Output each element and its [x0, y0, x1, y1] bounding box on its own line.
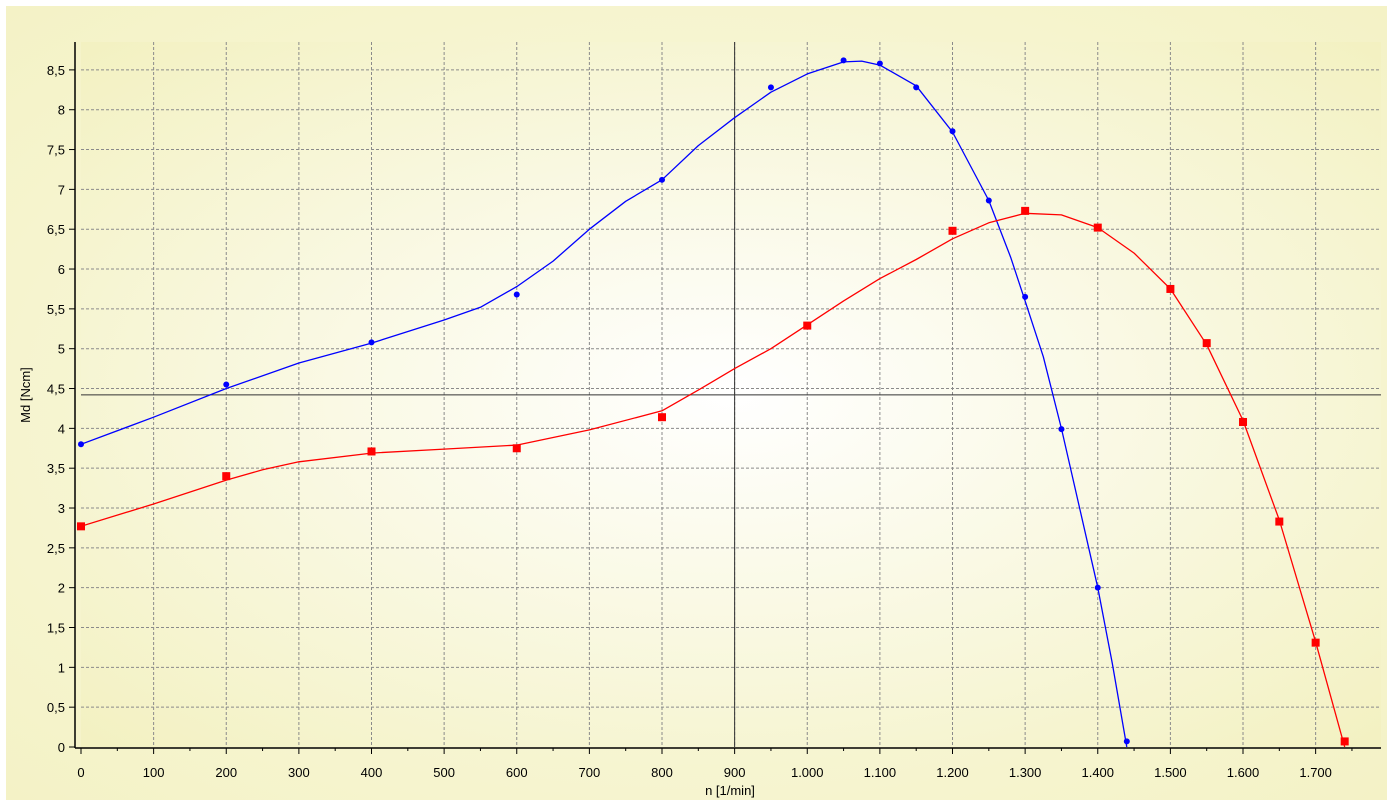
- y-tick-label: 3,5: [47, 461, 65, 476]
- y-tick-label: 0: [58, 740, 65, 755]
- x-tick-label: 100: [143, 765, 165, 780]
- series-1-point: [985, 197, 992, 204]
- y-tick-label: 1,5: [47, 621, 65, 636]
- series-2-line: [81, 212, 1346, 747]
- x-tick-label: 500: [433, 765, 455, 780]
- series-1-point: [949, 128, 956, 135]
- y-tick-label: 4,5: [47, 382, 65, 397]
- series-2-point: [658, 413, 667, 422]
- y-tick-label: 2: [58, 581, 65, 596]
- y-tick-label: 6,5: [47, 222, 65, 237]
- series-1-point: [78, 441, 84, 448]
- series-1-point: [840, 57, 847, 64]
- y-tick-label: 3: [58, 501, 65, 516]
- crosshair: [81, 42, 1381, 747]
- y-tick-label: 1: [58, 660, 65, 675]
- series-1-line: [81, 60, 1128, 747]
- series-1-point: [1022, 293, 1029, 300]
- series-2-point: [803, 321, 812, 330]
- series-1-point: [659, 176, 666, 183]
- x-tick-label: 800: [651, 765, 673, 780]
- x-tick-label: 1.500: [1154, 765, 1187, 780]
- x-tick-label: 200: [215, 765, 237, 780]
- axes: [74, 42, 1381, 749]
- series-2-point: [1021, 206, 1030, 215]
- series-1-point: [513, 291, 520, 298]
- series-2-point: [1239, 417, 1248, 426]
- series-2-point: [1202, 339, 1211, 348]
- y-tick-label: 2,5: [47, 541, 65, 556]
- series-2-point: [77, 522, 85, 531]
- x-tick-label: 0: [77, 765, 84, 780]
- y-tick-label: 4: [58, 421, 65, 436]
- series-layer: [81, 60, 1346, 747]
- series-2-point: [1340, 737, 1349, 746]
- y-tick-label: 5: [58, 342, 65, 357]
- x-tick-label: 1.000: [791, 765, 824, 780]
- series-1-point: [1058, 426, 1065, 433]
- x-tick-label: 1.400: [1081, 765, 1114, 780]
- y-tick-label: 5,5: [47, 302, 65, 317]
- series-2-point: [948, 226, 957, 235]
- y-tick-label: 7,5: [47, 143, 65, 158]
- series-1-point: [1123, 738, 1130, 745]
- x-tick-label: 1.700: [1299, 765, 1332, 780]
- x-tick-label: 400: [361, 765, 383, 780]
- x-tick-label: 1.300: [1009, 765, 1042, 780]
- x-tick-label: 1.600: [1227, 765, 1260, 780]
- series-2-point: [1275, 517, 1284, 526]
- x-tick-label: 1.100: [864, 765, 897, 780]
- series-1-point: [223, 381, 230, 388]
- y-tick-label: 8: [58, 103, 65, 118]
- series-1-point: [368, 339, 375, 346]
- y-tick-label: 8,5: [47, 63, 65, 78]
- series-2-point: [1311, 638, 1320, 647]
- series-2-point: [222, 472, 231, 481]
- markers-layer: [77, 57, 1349, 746]
- series-2-point: [1093, 223, 1102, 232]
- y-tick-label: 6: [58, 262, 65, 277]
- x-axis-label: n [1/min]: [705, 783, 755, 798]
- y-axis-ticks: 0 0,5 1 1,5 2 2,5 3 3,5 4 4,5 5 5,5 6 6,5 7 7,5 8 8,5: [47, 63, 75, 755]
- x-tick-label: 300: [288, 765, 310, 780]
- series-2-point: [367, 447, 376, 456]
- series-1-point: [913, 84, 920, 91]
- y-tick-label: 7: [58, 182, 65, 197]
- series-2-point: [1166, 284, 1175, 293]
- x-tick-label: 700: [579, 765, 601, 780]
- x-axis-ticks: 0 100 200 300 400 500 600 700 800 900 1.000 1.100 1.…: [77, 748, 1353, 780]
- y-axis-label: Md [Ncm]: [18, 367, 33, 423]
- series-1-point: [1094, 584, 1101, 591]
- x-tick-label: 900: [724, 765, 746, 780]
- x-tick-label: 1.200: [936, 765, 969, 780]
- series-2-point: [512, 444, 521, 453]
- series-1-point: [767, 84, 774, 91]
- series-1-point: [876, 60, 883, 67]
- x-tick-label: 600: [506, 765, 528, 780]
- y-tick-label: 0,5: [47, 700, 65, 715]
